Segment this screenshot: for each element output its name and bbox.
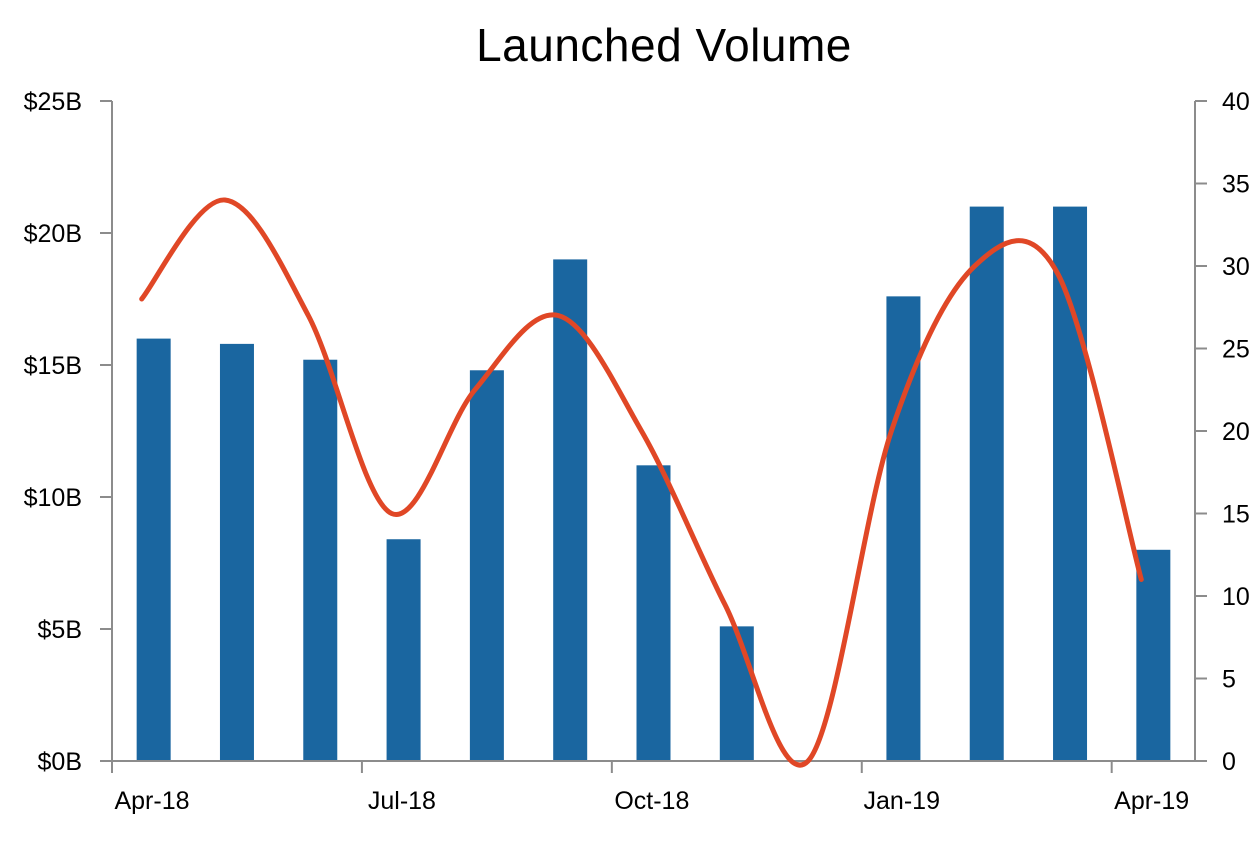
x-tick-label: Oct-18 [614,787,689,815]
line-series-path [139,197,1144,768]
y-right-tick-label: 30 [1222,253,1250,281]
y-right-tick-label: 25 [1222,336,1250,364]
bar [1053,206,1088,762]
y-right-tick-label: 10 [1222,583,1250,611]
bar [303,359,338,761]
y-right-tick-label: 0 [1222,748,1236,776]
bar-series [136,206,1171,762]
y-left-tick-label: $20B [24,220,82,248]
y-right-tick-label: 15 [1222,501,1250,529]
y-right-tick-label: 35 [1222,171,1250,199]
x-tick-label: Jul-18 [368,787,436,815]
bar [719,626,754,761]
line-series [139,197,1144,768]
bar [1136,549,1171,761]
y-left-tick-label: $15B [24,352,82,380]
bar [636,465,671,761]
bar [136,338,171,761]
y-right-tick-label: 40 [1222,88,1250,116]
bar [469,370,504,761]
x-tick-label: Jan-19 [864,787,940,815]
axes: $0B $5B $10B $15B $20B $25B 0 5 10 15 20 25 30 35 40 Ap… [24,88,1250,815]
bar [553,259,588,761]
y-left-tick-label: $5B [38,616,82,644]
y-right-tick-label: 5 [1222,666,1236,694]
x-tick-label: Apr-18 [114,787,189,815]
y-right-tick-label: 20 [1222,418,1250,446]
bar [219,343,254,761]
x-tick-label: Apr-19 [1114,787,1189,815]
bar [386,539,421,761]
y-left-tick-label: $10B [24,484,82,512]
y-left-tick-label: $25B [24,88,82,116]
y-left-tick-label: $0B [38,748,82,776]
bar [969,206,1004,762]
chart-title: Launched Volume [476,19,852,71]
